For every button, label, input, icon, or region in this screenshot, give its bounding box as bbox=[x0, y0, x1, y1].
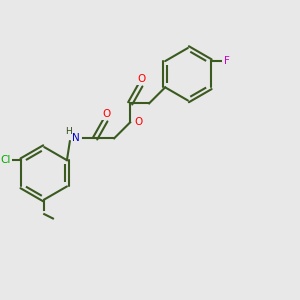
Text: Cl: Cl bbox=[0, 155, 11, 165]
Text: N: N bbox=[72, 133, 80, 143]
Text: O: O bbox=[138, 74, 146, 84]
Text: H: H bbox=[65, 127, 71, 136]
Text: O: O bbox=[134, 117, 142, 127]
Text: F: F bbox=[224, 56, 230, 66]
Text: O: O bbox=[103, 109, 111, 119]
